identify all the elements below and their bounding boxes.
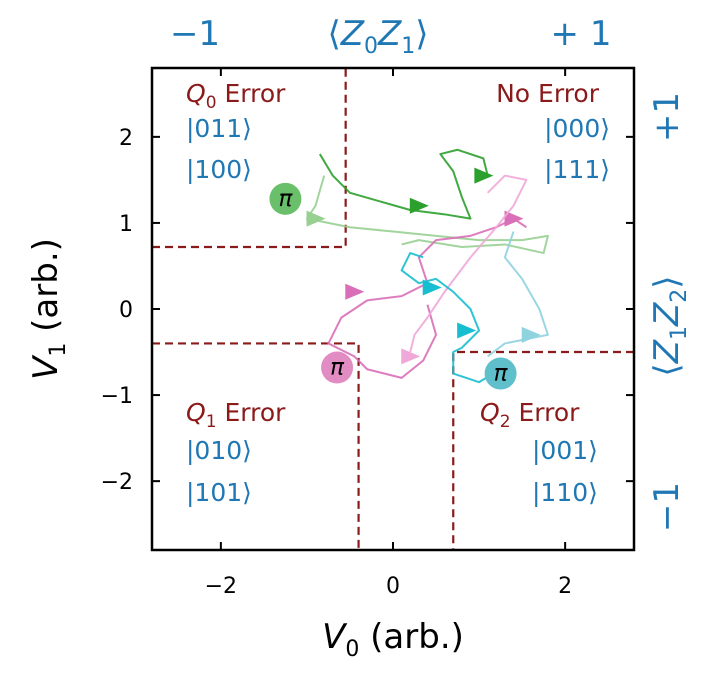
pi-marker-label-1: π [330,355,345,381]
trajectory-arrow-2-0 [504,210,524,227]
q0-boundary [152,68,347,249]
q0-ket-2: |100⟩ [186,155,252,184]
q2-ket-1: |001⟩ [532,436,598,465]
trajectory-arrow-0-1 [409,197,429,214]
q1-ket-2: |101⟩ [186,478,252,507]
trajectory-arrow-1-0 [306,210,326,227]
trajectory-line-0 [318,148,489,220]
y-tick-label: 2 [119,126,133,151]
x-axis-label: V0 (arb.) [322,617,464,662]
pi-marker-circle-0 [269,182,302,215]
pi-marker-label-2: π [494,361,509,387]
right-axis-top: +1 [647,92,687,142]
x-tick-label: 0 [386,574,400,599]
x-tick-label: −2 [205,574,237,599]
pi-marker-circle-2 [484,357,517,390]
pi-marker-circle-1 [321,351,354,384]
axis-ticks: −2 0 2 2 1 0 −1 −2 [101,68,634,599]
y-tick-label: 0 [119,298,133,323]
top-axis-right: + 1 [551,14,612,54]
trajectory-series [305,148,549,384]
right-axis-label: ⟨Z1Z2⟩ [647,275,692,376]
trajectory-line-2 [327,217,527,379]
top-axis-label: ⟨Z0Z1⟩ [327,14,428,59]
pi-markers: π π π [269,182,517,390]
q0-ket-1: |011⟩ [186,114,252,143]
error-boundaries [152,68,634,550]
pi-marker-label-0: π [278,186,293,212]
q2-boundary [452,350,634,550]
q1-boundary [152,342,360,550]
top-axis-left: −1 [170,14,220,54]
right-axis-bottom: −1 [647,482,687,532]
y-tick-label: −2 [101,470,133,495]
no-error-ket-2: |111⟩ [544,155,610,184]
y-tick-label: −1 [101,384,133,409]
trajectory-line-5 [487,231,549,358]
no-error-title: No Error [496,79,600,108]
q1-error-title: Q1 Error [186,398,286,432]
x-tick-label: 2 [558,574,572,599]
no-error-ket-1: |000⟩ [544,114,610,143]
trajectory-arrow-0-0 [474,167,494,184]
q0-error-title: Q0 Error [186,79,286,113]
q2-error-title: Q2 Error [480,398,580,432]
trajectory-arrow-2-1 [345,283,365,300]
y-axis-label: V1 (arb.) [26,238,71,380]
trajectory-line-3 [409,174,528,353]
q2-ket-2: |110⟩ [532,478,598,507]
trajectory-line-4 [400,252,502,384]
trajectory-arrow-4-0 [422,279,442,296]
trajectory-arrow-5-0 [521,326,541,343]
trajectory-arrow-3-0 [401,348,421,365]
trajectory-arrow-4-1 [457,322,477,339]
y-tick-label: 1 [119,212,133,237]
q1-ket-1: |010⟩ [186,436,252,465]
